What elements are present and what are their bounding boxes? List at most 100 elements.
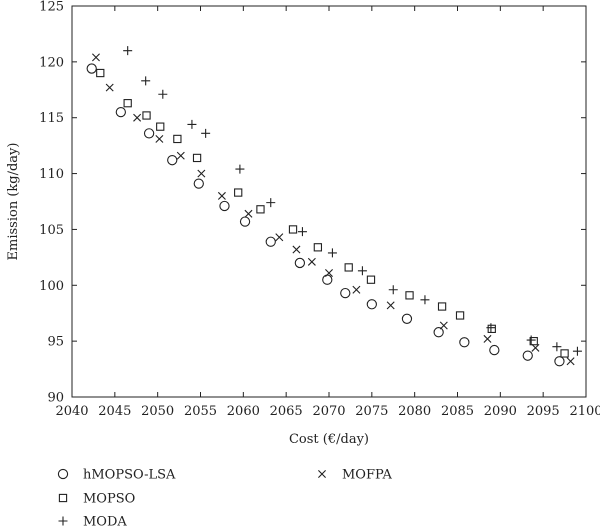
data-point	[307, 257, 316, 266]
data-point	[141, 76, 151, 86]
legend-marker-plus	[58, 516, 68, 526]
data-point	[158, 89, 168, 99]
data-point	[197, 169, 206, 178]
x-tick-label: 2090	[484, 404, 517, 419]
y-tick-label: 115	[39, 111, 64, 126]
y-tick-label: 110	[39, 167, 64, 182]
data-point	[489, 344, 500, 356]
data-point	[433, 327, 444, 338]
series-x	[91, 53, 575, 366]
data-point	[294, 257, 306, 269]
data-point	[386, 301, 395, 310]
data-point	[292, 245, 301, 254]
data-point	[256, 205, 265, 214]
data-point	[142, 111, 151, 120]
data-point	[566, 357, 575, 366]
data-point	[265, 236, 276, 247]
data-point	[187, 119, 197, 129]
data-point	[91, 53, 100, 62]
x-axis-label: Cost (€/day)	[289, 432, 369, 447]
legend-label: MOPSO	[83, 492, 135, 507]
data-point	[352, 285, 361, 294]
data-point	[327, 248, 337, 258]
data-point	[297, 227, 307, 237]
data-point	[401, 313, 413, 324]
data-point	[176, 151, 185, 160]
data-point	[560, 349, 569, 358]
series-circle	[86, 63, 565, 367]
x-tick-label: 2070	[312, 404, 345, 419]
legend-entry: MOFPA	[318, 468, 393, 483]
y-tick-label: 100	[39, 279, 64, 294]
x-tick-label: 2075	[355, 404, 388, 419]
data-point	[531, 343, 540, 352]
data-point	[96, 68, 105, 78]
data-point	[105, 83, 114, 92]
data-point	[459, 337, 470, 348]
legend-entry: MOPSO	[58, 492, 135, 507]
y-tick-label: 120	[39, 55, 64, 70]
data-point	[357, 266, 367, 276]
legend-marker-square	[58, 493, 68, 503]
data-point	[217, 191, 226, 200]
x-tick-label: 2080	[398, 404, 431, 419]
data-point	[322, 274, 333, 285]
data-point	[192, 153, 202, 163]
legend: hMOPSO-LSA MOPSO MODA MOFPA	[57, 468, 393, 529]
data-point	[439, 321, 448, 330]
data-point	[156, 122, 165, 131]
data-point	[244, 209, 253, 218]
data-point	[173, 134, 182, 144]
legend-marker-circle	[57, 468, 69, 480]
legend-marker-x	[318, 470, 326, 478]
data-point	[388, 285, 398, 295]
legend-label: MODA	[83, 515, 127, 529]
data-point	[266, 198, 276, 208]
x-tick-label: 2050	[141, 404, 174, 419]
data-point	[529, 336, 538, 346]
x-tick-label: 2085	[441, 404, 474, 419]
data-point	[86, 63, 97, 74]
data-point	[234, 188, 243, 197]
y-axis-label: Emission (kg/day)	[6, 143, 21, 261]
y-tick-label: 90	[47, 391, 64, 406]
x-tick-label: 2055	[184, 404, 217, 419]
data-point	[522, 350, 533, 361]
series-plus	[123, 46, 582, 356]
data-point	[239, 216, 251, 227]
data-point	[572, 346, 582, 356]
data-point	[325, 269, 333, 277]
data-point	[552, 342, 562, 352]
data-point	[123, 46, 133, 56]
x-tick-label: 2065	[270, 404, 303, 419]
x-tick-label: 2040	[55, 404, 88, 419]
data-point	[420, 295, 430, 305]
axes: 2040 2045 2050 2055 2060 2065 2070 2075 2080 2085…	[39, 0, 600, 419]
legend-entry: MODA	[58, 515, 127, 529]
data-point	[115, 106, 126, 118]
data-point	[483, 334, 492, 343]
data-point	[155, 134, 164, 143]
data-point	[235, 164, 245, 174]
data-point	[288, 225, 298, 234]
legend-label: MOFPA	[342, 468, 393, 483]
data-point	[526, 335, 536, 345]
series-square	[96, 68, 569, 358]
data-point	[366, 299, 377, 310]
data-point	[201, 128, 211, 138]
data-point	[405, 291, 414, 300]
data-point	[366, 275, 376, 284]
y-tick-label: 105	[39, 223, 64, 238]
data-point	[340, 287, 351, 299]
x-tick-label: 2045	[98, 404, 131, 419]
y-tick-label: 125	[39, 0, 64, 15]
data-point	[219, 200, 230, 212]
data-point	[123, 99, 132, 108]
data-point	[554, 356, 565, 367]
data-point	[275, 233, 284, 242]
x-tick-label: 2060	[227, 404, 260, 419]
data-point	[437, 302, 447, 311]
x-tick-label: 2100	[569, 404, 600, 419]
data-point	[133, 113, 142, 122]
y-tick-label: 95	[47, 335, 64, 350]
